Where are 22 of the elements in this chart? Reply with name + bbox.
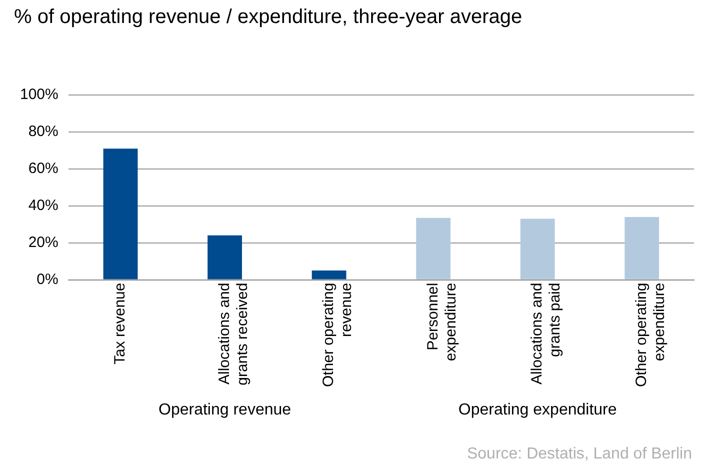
x-tick-label: Tax revenue <box>112 282 129 364</box>
text: Operating revenue <box>158 401 292 418</box>
y-tick-label: 80% <box>28 123 58 140</box>
bar <box>312 270 346 280</box>
bar <box>520 218 555 280</box>
source-note: Source: Destatis, Land of Berlin <box>466 445 692 462</box>
y-tick-label: 0% <box>36 270 58 288</box>
text: Operating expenditure <box>458 401 617 418</box>
x-tick-label: Allocations and grants received <box>216 282 251 386</box>
bar <box>208 235 242 280</box>
x-tick-label: Other operating revenue <box>320 282 356 388</box>
y-tick-label: 20% <box>28 234 58 251</box>
chart-title: % of operating revenue / expenditure, three-year average <box>14 6 522 29</box>
y-tick-label: 60% <box>28 160 58 178</box>
y-tick-label: 40% <box>28 197 58 214</box>
x-tick-label: Allocations and grants paid <box>528 282 564 385</box>
y-tick-label: 100% <box>20 86 58 104</box>
bar <box>103 148 138 280</box>
bar <box>624 216 660 280</box>
x-tick-label: Other operating expenditure <box>633 282 668 388</box>
x-tick-label: Personnel expenditure <box>424 282 460 362</box>
bar <box>416 218 451 280</box>
